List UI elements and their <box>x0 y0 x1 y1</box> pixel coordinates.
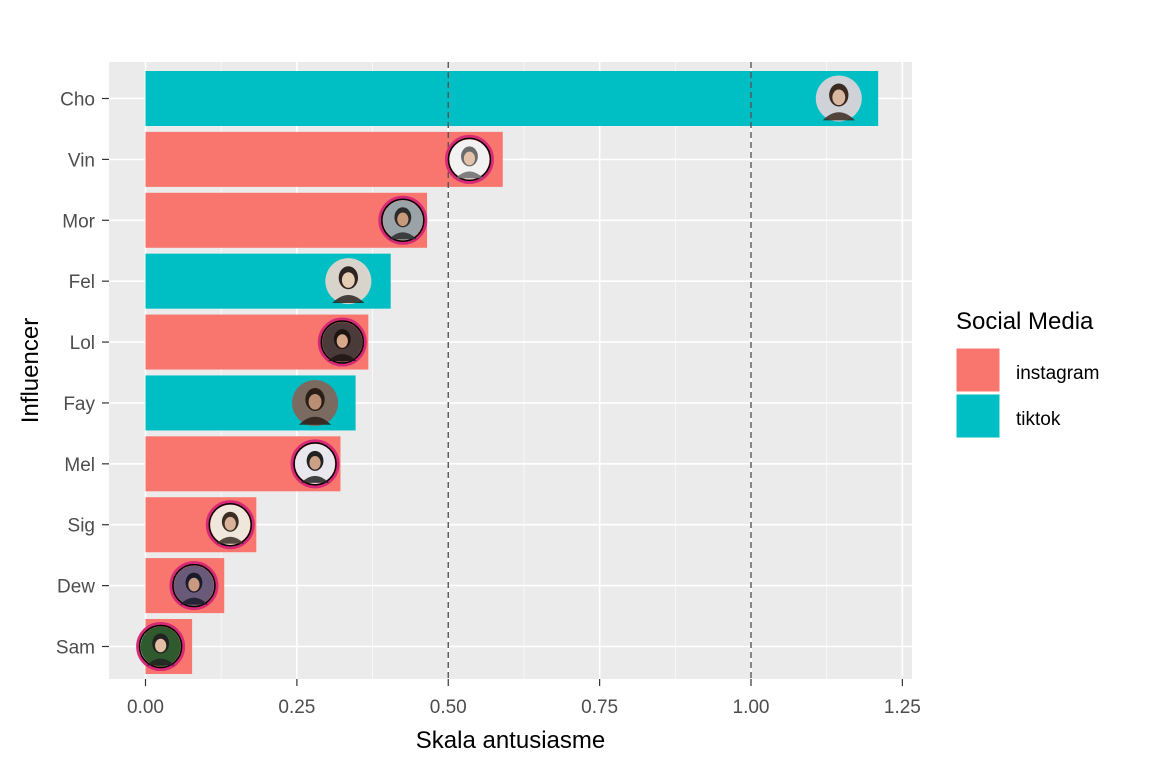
avatar-shoulders <box>328 354 357 362</box>
y-tick-label: Sig <box>68 516 95 537</box>
avatar-face <box>397 212 409 227</box>
avatar-sig <box>205 500 255 550</box>
avatar-shoulders <box>179 597 208 605</box>
legend: Social Media instagram tiktok <box>955 308 1099 439</box>
avatar-fel <box>325 258 372 305</box>
legend-key-instagram <box>955 347 1001 393</box>
avatar-ring-inner <box>381 198 425 243</box>
y-tick-label: Lol <box>70 333 95 354</box>
avatar-cho <box>815 75 862 122</box>
bar-vin <box>145 131 503 187</box>
avatar-ring-inner <box>208 502 253 547</box>
x-tick-label: 1.25 <box>884 697 921 718</box>
x-tick-label: 1.00 <box>733 697 770 718</box>
y-tick-label: Fay <box>63 394 95 415</box>
legend-label-instagram: instagram <box>1016 363 1099 384</box>
avatar-dew <box>169 561 219 611</box>
y-axis: Cho Vin Mor Fel Lol Fay Mel Sig Dew Sam <box>56 90 109 659</box>
x-tick-label: 0.50 <box>430 697 467 718</box>
avatar-ring-inner <box>172 563 216 608</box>
legend-key-tiktok <box>955 393 1001 439</box>
x-tick-label: 0.75 <box>581 697 618 718</box>
y-tick-label: Mor <box>62 211 95 232</box>
legend-title: Social Media <box>956 308 1094 335</box>
avatar-fay <box>292 379 339 426</box>
avatar-shoulders <box>298 416 332 425</box>
avatar-face <box>832 89 846 106</box>
avatar-mel <box>290 439 340 489</box>
avatar-sam <box>136 622 186 671</box>
avatar-ring <box>317 317 367 367</box>
avatar-face <box>309 456 321 470</box>
y-tick-label: Mel <box>64 455 95 476</box>
y-tick-label: Cho <box>60 90 95 111</box>
avatar-face <box>308 393 322 410</box>
avatar-face <box>224 516 236 531</box>
avatar-shoulders <box>332 294 365 304</box>
avatar-shoulders <box>822 112 855 121</box>
avatar-ring <box>136 622 186 671</box>
avatar-face <box>336 334 348 348</box>
avatar-ring <box>378 195 428 245</box>
avatar-face <box>341 272 355 288</box>
avatar-face <box>155 638 167 653</box>
avatar-ring <box>444 134 494 184</box>
avatar-shoulders <box>301 475 330 483</box>
avatar-shoulders <box>455 171 484 179</box>
x-axis-title: Skala antusiasme <box>416 727 605 754</box>
avatar-shoulders <box>388 232 417 240</box>
avatar-shoulders <box>216 536 245 544</box>
avatar-ring-inner <box>138 624 183 669</box>
avatar-face <box>188 577 200 592</box>
x-axis: 0.00 0.25 0.50 0.75 1.00 1.25 <box>127 679 921 718</box>
avatar-lol <box>317 317 367 367</box>
bar-cho <box>145 71 879 126</box>
avatar-mor <box>378 195 428 245</box>
legend-label-tiktok: tiktok <box>1016 409 1061 430</box>
avatar-ring-inner <box>447 137 492 182</box>
avatar-face <box>463 151 476 166</box>
x-tick-label: 0.25 <box>278 697 315 718</box>
avatar-ring-inner <box>293 442 337 486</box>
avatar-shoulders <box>146 658 175 666</box>
y-tick-label: Fel <box>69 272 95 293</box>
avatars <box>136 75 862 671</box>
avatar-vin <box>444 134 494 184</box>
y-axis-title: Influencer <box>17 318 44 423</box>
y-tick-label: Vin <box>68 150 95 171</box>
avatar-ring-inner <box>320 320 365 364</box>
avatar-ring <box>169 561 219 611</box>
avatar-ring <box>205 500 255 550</box>
avatar-ring <box>290 439 340 489</box>
y-tick-label: Dew <box>57 577 95 598</box>
x-tick-label: 0.00 <box>127 697 164 718</box>
y-tick-label: Sam <box>56 638 95 659</box>
